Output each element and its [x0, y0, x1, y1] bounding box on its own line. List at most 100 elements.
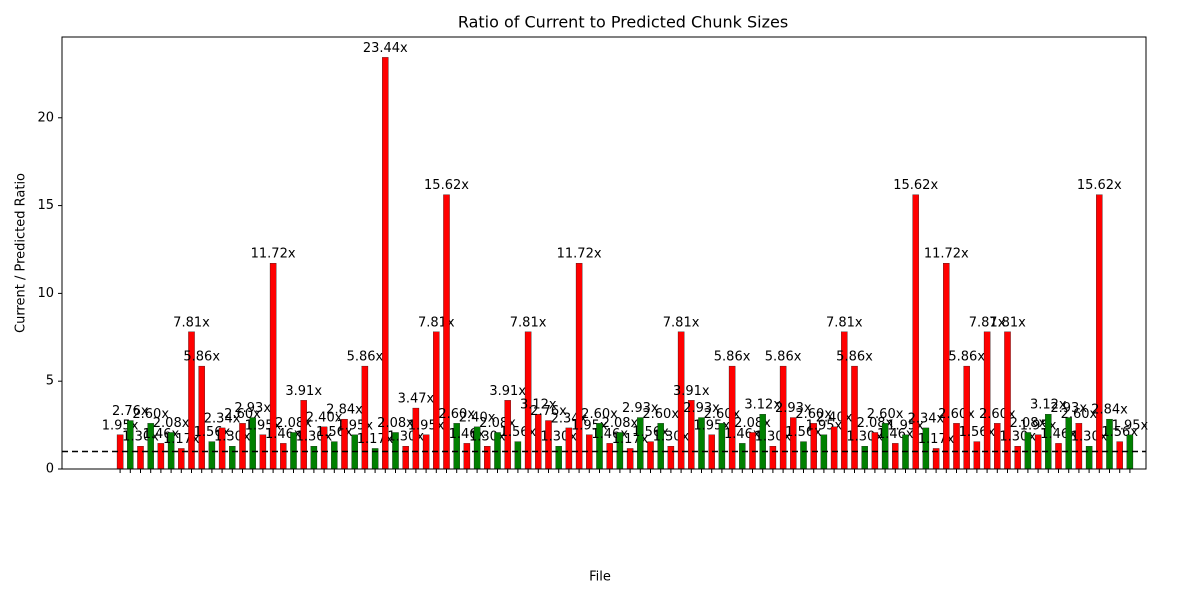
y-tick-label: 15 — [37, 198, 54, 213]
value-label: 5.86x — [714, 350, 751, 365]
bar — [463, 443, 471, 470]
y-tick-label: 0 — [46, 462, 54, 477]
bar — [208, 441, 216, 470]
value-label: 2.08x — [1010, 416, 1047, 431]
value-label: 7.81x — [510, 315, 547, 330]
value-label: 2.93x — [234, 401, 271, 416]
y-axis-label: Current / Predicted Ratio — [14, 173, 29, 333]
bar — [382, 57, 389, 470]
value-label: 3.91x — [285, 384, 322, 399]
value-label: 2.76x — [530, 404, 567, 419]
value-label: 1.95x — [1112, 418, 1149, 433]
bar — [575, 263, 583, 470]
bar — [229, 446, 236, 470]
bar — [555, 446, 562, 470]
bar — [892, 443, 899, 470]
bar — [779, 365, 787, 470]
value-label: 3.47x — [398, 392, 435, 407]
value-label: 2.34x — [204, 411, 241, 426]
value-label: 5.86x — [836, 350, 873, 365]
value-label: 5.86x — [183, 350, 220, 365]
y-tick-label: 5 — [46, 374, 54, 389]
bar — [912, 194, 919, 470]
bar — [739, 443, 746, 470]
value-label: 2.40x — [459, 410, 496, 425]
value-label: 2.93x — [775, 401, 812, 416]
value-label: 2.40x — [306, 410, 343, 425]
value-label: 11.72x — [557, 247, 602, 262]
bar — [484, 446, 491, 470]
value-label: 7.81x — [173, 315, 210, 330]
value-label: 15.62x — [893, 178, 938, 193]
value-label: 2.93x — [622, 401, 659, 416]
plot-frame — [61, 36, 1147, 470]
value-label: 7.81x — [826, 315, 863, 330]
value-label: 2.34x — [908, 411, 945, 426]
bar — [412, 407, 420, 470]
value-label: 15.62x — [1077, 178, 1122, 193]
value-label: 2.84x — [326, 403, 363, 418]
value-label: 2.93x — [683, 401, 720, 416]
bar — [963, 365, 970, 470]
bar — [769, 446, 777, 470]
value-label: 2.60x — [581, 407, 618, 422]
bar — [667, 446, 675, 470]
value-label: 15.62x — [424, 178, 469, 193]
value-label: 2.08x — [153, 416, 190, 431]
bar — [310, 446, 318, 470]
value-label: 5.86x — [765, 350, 802, 365]
value-label: 2.93x — [1050, 401, 1087, 416]
y-tick-label: 10 — [37, 286, 54, 301]
value-label: 7.81x — [663, 315, 700, 330]
value-label: 3.91x — [489, 384, 526, 399]
bar — [157, 443, 165, 470]
value-label: 2.60x — [132, 407, 169, 422]
bar — [1055, 443, 1062, 470]
bar — [943, 263, 950, 470]
value-label: 3.12x — [1030, 398, 1067, 413]
bar — [830, 426, 838, 470]
value-label: 7.81x — [969, 315, 1006, 330]
bar — [800, 441, 807, 470]
bar — [402, 446, 409, 470]
value-label: 7.81x — [989, 315, 1026, 330]
bar — [565, 427, 573, 470]
bar — [606, 443, 613, 470]
bar — [973, 441, 981, 470]
value-label: 2.60x — [438, 407, 475, 422]
chart-title: Ratio of Current to Predicted Chunk Size… — [458, 13, 788, 32]
value-label: 5.86x — [948, 350, 985, 365]
bar — [647, 441, 654, 470]
bar — [331, 441, 338, 470]
bar — [1004, 331, 1011, 470]
value-label: 11.72x — [924, 247, 969, 262]
value-label: 3.12x — [744, 398, 781, 413]
x-axis-label: File — [589, 570, 611, 585]
bar — [137, 446, 144, 470]
value-label: 5.86x — [347, 350, 384, 365]
value-label: 2.60x — [867, 407, 904, 422]
value-label: 23.44x — [363, 41, 408, 56]
value-label: 2.60x — [795, 407, 832, 422]
value-label: 3.12x — [520, 398, 557, 413]
value-label: 11.72x — [251, 247, 296, 262]
value-label: 2.60x — [1061, 407, 1098, 422]
bar — [861, 446, 868, 470]
value-label: 2.76x — [112, 404, 149, 419]
bar — [1014, 446, 1021, 470]
bar — [983, 331, 991, 470]
value-label: 2.60x — [642, 407, 679, 422]
value-label: 2.08x — [602, 416, 639, 431]
bar — [1116, 441, 1123, 470]
y-tick-label: 20 — [37, 110, 54, 125]
value-label: 2.84x — [1091, 403, 1128, 418]
bar — [361, 365, 369, 470]
bar — [514, 441, 522, 470]
value-label: 3.91x — [673, 384, 710, 399]
value-label: 2.08x — [377, 416, 414, 431]
bar — [545, 420, 552, 470]
bar — [433, 331, 440, 470]
bar — [280, 443, 287, 470]
